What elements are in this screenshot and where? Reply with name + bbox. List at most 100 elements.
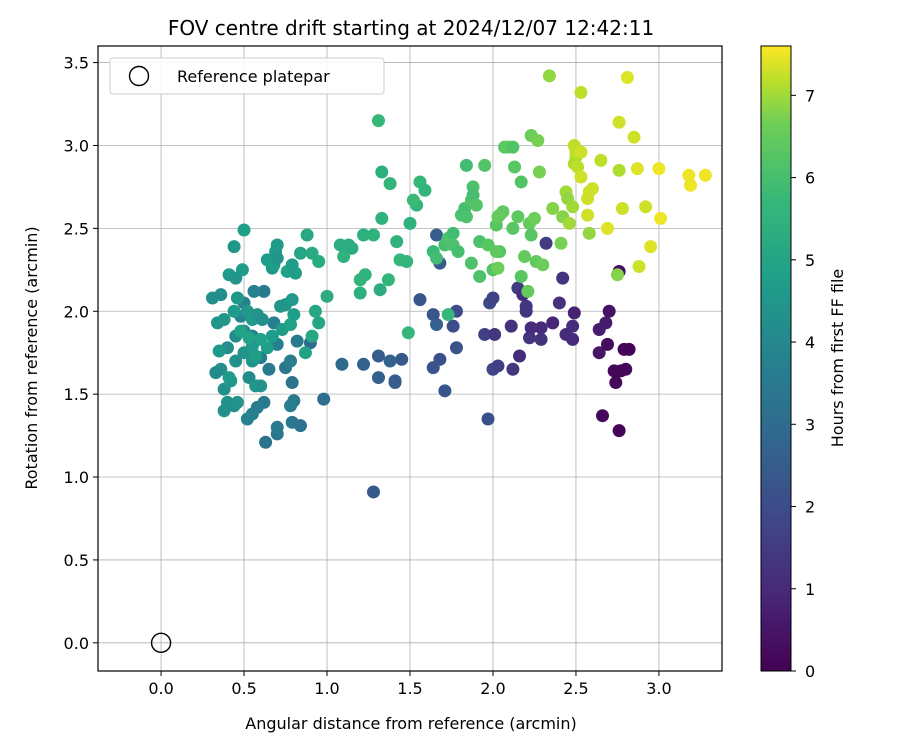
chart-title: FOV centre drift starting at 2024/12/07 …: [168, 16, 654, 40]
scatter-point: [644, 240, 658, 254]
scatter-point: [602, 304, 616, 318]
x-tick-label: 0.5: [231, 679, 256, 698]
scatter-point: [371, 371, 385, 385]
scatter-point: [682, 168, 696, 182]
scatter-point: [615, 201, 629, 215]
scatter-point: [366, 485, 380, 499]
scatter-point: [284, 354, 298, 368]
colorbar-ticks: 0 1 2 3 4 5 6 7: [791, 86, 815, 681]
x-tick-label: 1.5: [397, 679, 422, 698]
scatter-point: [582, 226, 596, 240]
scatter-point: [426, 361, 440, 375]
scatter-point: [612, 163, 626, 177]
scatter-point: [284, 399, 298, 413]
scatter-point: [488, 327, 502, 341]
scatter-point: [632, 259, 646, 273]
scatter-point: [418, 183, 432, 197]
scatter-point: [539, 236, 553, 250]
scatter-point: [214, 288, 228, 302]
scatter-point: [574, 145, 588, 159]
scatter-point: [430, 251, 444, 265]
scatter-point: [536, 258, 550, 272]
scatter-point: [285, 376, 299, 390]
scatter-point: [300, 228, 314, 242]
x-tick-label: 3.0: [646, 679, 671, 698]
scatter-point: [504, 319, 518, 333]
scatter-point: [556, 271, 570, 285]
legend-label: Reference platepar: [177, 67, 330, 86]
colorbar-label: Hours from first FF file: [828, 269, 847, 448]
scatter-point: [619, 362, 633, 376]
x-tick-label: 0.0: [148, 679, 173, 698]
scatter-point: [381, 273, 395, 287]
y-tick-label: 0.5: [64, 551, 89, 570]
scatter-point: [592, 346, 606, 360]
y-tick-label: 3.0: [64, 136, 89, 155]
scatter-point: [438, 384, 452, 398]
scatter-point: [609, 376, 623, 390]
scatter-point: [357, 357, 371, 371]
scatter-point: [390, 235, 404, 249]
scatter-point: [413, 293, 427, 307]
scatter-point: [627, 130, 641, 144]
scatter-point: [521, 284, 535, 298]
scatter-point: [566, 200, 580, 214]
scatter-point: [375, 165, 389, 179]
colorbar: 0 1 2 3 4 5 6 7 Hours from first FF file: [760, 45, 847, 681]
scatter-point: [508, 160, 522, 174]
scatter-point: [449, 341, 463, 355]
scatter-point: [259, 435, 273, 449]
scatter-point: [234, 324, 248, 338]
scatter-point: [335, 357, 349, 371]
scatter-point: [270, 420, 284, 434]
scatter-point: [612, 424, 626, 438]
scatter-point: [229, 354, 243, 368]
scatter-point: [406, 193, 420, 207]
scatter-point: [255, 313, 269, 327]
scatter-point: [491, 210, 505, 224]
colorbar-gradient: [760, 45, 792, 672]
scatter-point: [270, 251, 284, 265]
scatter-point: [308, 304, 322, 318]
y-tick-label: 3.5: [64, 54, 89, 73]
scatter-point: [430, 318, 444, 332]
scatter-point: [554, 236, 568, 250]
scatter-point: [469, 198, 483, 212]
scatter-point: [312, 255, 326, 269]
scatter-point: [451, 245, 465, 259]
scatter-point: [524, 321, 538, 335]
y-tick-label: 2.5: [64, 219, 89, 238]
scatter-point: [654, 211, 668, 225]
scatter-point: [217, 313, 231, 327]
scatter-point: [524, 228, 538, 242]
x-tick-label: 2.5: [563, 679, 588, 698]
scatter-point: [620, 70, 634, 84]
colorbar-tick-label: 0: [805, 662, 815, 681]
scatter-point: [293, 246, 307, 260]
scatter-point: [567, 306, 581, 320]
colorbar-tick-label: 1: [805, 580, 815, 599]
scatter-point: [383, 354, 397, 368]
y-axis-label: Rotation from reference (arcmin): [22, 226, 41, 489]
y-axis-ticks: 0.0 0.5 1.0 1.5 2.0 2.5 3.0 3.5: [64, 54, 98, 653]
scatter-point: [305, 329, 319, 343]
scatter-point: [594, 153, 608, 167]
scatter-point: [546, 201, 560, 215]
scatter-point: [478, 158, 492, 172]
scatter-point: [698, 168, 712, 182]
scatter-point: [514, 175, 528, 189]
scatter-point: [293, 419, 307, 433]
scatter-point: [466, 188, 480, 202]
scatter-point: [222, 371, 236, 385]
scatter-point: [288, 266, 302, 280]
legend: Reference platepar: [109, 57, 385, 95]
scatter-point: [270, 238, 284, 252]
legend-box: [109, 57, 385, 95]
scatter-point: [459, 210, 473, 224]
scatter-point: [531, 133, 545, 147]
scatter-point: [571, 160, 585, 174]
scatter-point: [600, 337, 614, 351]
scatter-point: [257, 284, 271, 298]
scatter-point: [486, 291, 500, 305]
scatter-point: [639, 200, 653, 214]
